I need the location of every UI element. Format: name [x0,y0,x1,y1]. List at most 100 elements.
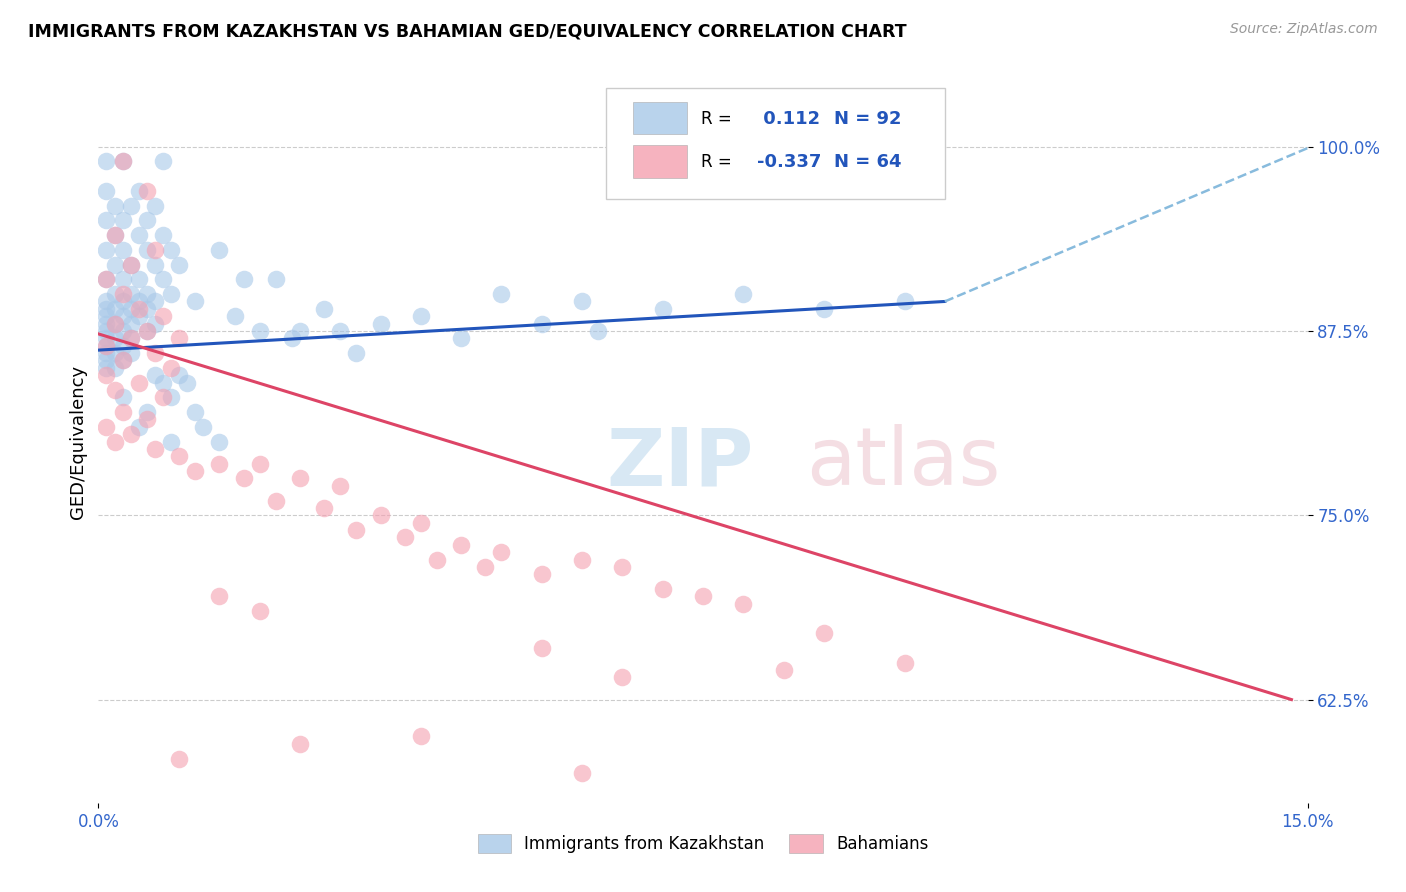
Point [314,301,336,316]
Point [184,405,207,419]
FancyBboxPatch shape [606,87,945,200]
Point [571,552,593,566]
Point [96,339,118,353]
Point [111,213,134,227]
Point [103,383,125,397]
Point [143,243,166,257]
Text: -0.337: -0.337 [758,153,821,171]
Y-axis label: GED/Equivalency: GED/Equivalency [69,365,87,518]
Point [96,301,118,316]
Point [329,479,352,493]
Point [249,604,271,618]
Point [96,419,118,434]
Text: N = 64: N = 64 [834,153,901,171]
Point [160,390,183,404]
Point [128,272,150,286]
Point [128,376,150,390]
Point [184,294,207,309]
Point [135,405,157,419]
Point [167,258,190,272]
Point [813,301,835,316]
Point [193,419,215,434]
Point [184,464,207,478]
Point [208,434,231,449]
Point [128,294,150,309]
Point [491,545,513,559]
Point [167,331,190,345]
Point [128,309,150,323]
Point [120,199,142,213]
Point [103,228,125,243]
Point [571,294,593,309]
Point [249,324,271,338]
Text: R =: R = [700,110,731,128]
Point [314,500,336,515]
Bar [633,102,688,135]
Point [651,301,673,316]
Point [530,317,553,331]
Point [111,272,134,286]
Point [167,450,190,464]
Point [96,346,118,360]
Point [96,368,118,383]
Point [103,317,125,331]
Point [96,154,118,169]
Point [450,538,472,552]
Point [103,228,125,243]
Point [474,560,496,574]
Point [394,530,416,544]
Point [651,582,673,596]
Point [893,656,915,670]
Point [96,324,118,338]
Point [152,272,174,286]
Point [103,301,125,316]
Point [103,199,125,213]
Point [96,339,118,353]
Text: N = 92: N = 92 [834,110,901,128]
Point [103,360,125,375]
Point [450,331,472,345]
Bar [633,145,688,178]
Point [96,331,118,345]
Point [120,427,142,442]
Point [135,412,157,426]
Point [111,154,134,169]
Point [120,331,142,345]
Point [135,287,157,301]
Point [96,294,118,309]
Point [249,457,271,471]
Point [143,442,166,456]
Point [288,471,311,485]
Legend: Immigrants from Kazakhstan, Bahamians: Immigrants from Kazakhstan, Bahamians [471,827,935,860]
Point [120,287,142,301]
Point [96,272,118,286]
Point [96,243,118,257]
Point [111,243,134,257]
Point [96,272,118,286]
Point [103,258,125,272]
Point [281,331,304,345]
Point [135,324,157,338]
Point [128,301,150,316]
Point [232,471,254,485]
Point [120,331,142,345]
Point [96,309,118,323]
Text: Source: ZipAtlas.com: Source: ZipAtlas.com [1230,22,1378,37]
Point [370,317,392,331]
Point [111,339,134,353]
Text: ZIP: ZIP [606,425,754,502]
Point [160,434,183,449]
Point [120,258,142,272]
Point [160,360,183,375]
Point [143,258,166,272]
Point [772,663,794,677]
Point [224,309,246,323]
Point [530,640,553,655]
Point [208,243,231,257]
Point [409,516,432,530]
Point [612,670,634,684]
Point [176,376,198,390]
Text: IMMIGRANTS FROM KAZAKHSTAN VS BAHAMIAN GED/EQUIVALENCY CORRELATION CHART: IMMIGRANTS FROM KAZAKHSTAN VS BAHAMIAN G… [28,22,907,40]
Text: atlas: atlas [806,425,1000,502]
Point [692,590,714,604]
